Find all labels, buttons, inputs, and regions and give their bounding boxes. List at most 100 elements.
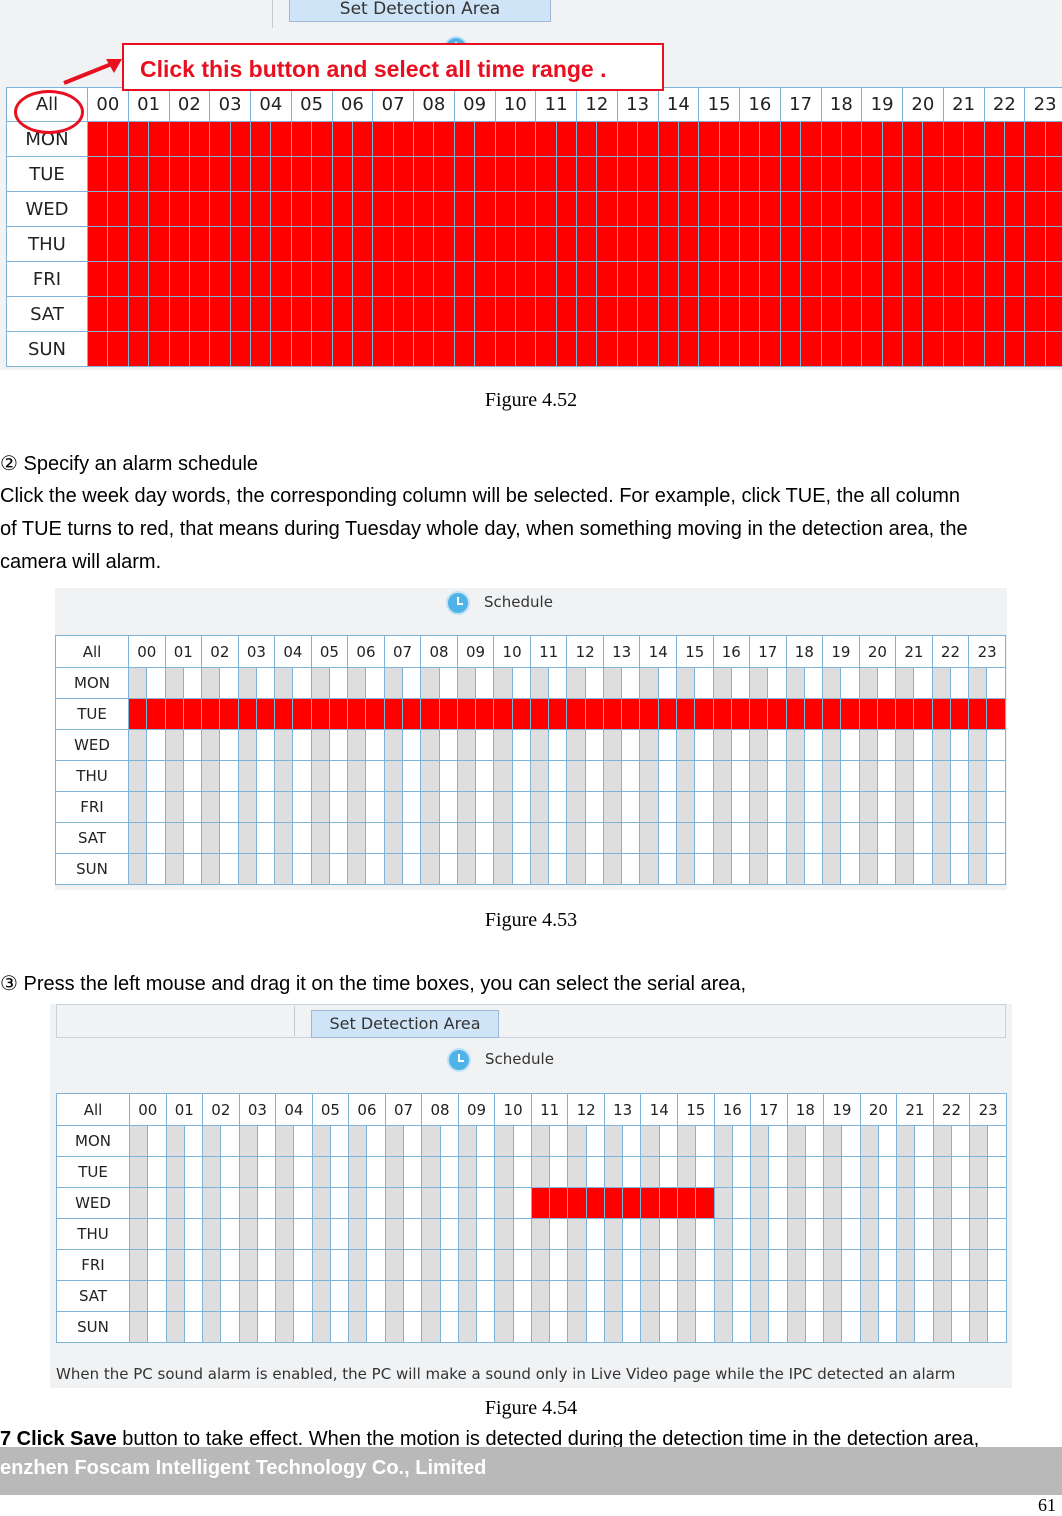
- time-slot[interactable]: [230, 227, 250, 262]
- time-slot[interactable]: [805, 1250, 823, 1281]
- time-slot[interactable]: [256, 699, 274, 730]
- time-slot[interactable]: [165, 761, 183, 792]
- time-slot[interactable]: [238, 823, 256, 854]
- time-slot[interactable]: [129, 792, 147, 823]
- time-slot[interactable]: [422, 1157, 440, 1188]
- hour-header-23[interactable]: 23: [1025, 88, 1062, 122]
- time-slot[interactable]: [88, 297, 108, 332]
- time-slot[interactable]: [568, 1281, 586, 1312]
- time-slot[interactable]: [251, 297, 271, 332]
- time-slot[interactable]: [862, 157, 882, 192]
- time-slot[interactable]: [189, 157, 209, 192]
- time-slot[interactable]: [536, 157, 556, 192]
- time-slot[interactable]: [768, 761, 786, 792]
- time-slot[interactable]: [402, 730, 420, 761]
- time-slot[interactable]: [897, 1157, 915, 1188]
- time-slot[interactable]: [760, 262, 780, 297]
- time-slot[interactable]: [477, 1312, 495, 1343]
- time-slot[interactable]: [210, 157, 230, 192]
- hour-header-20[interactable]: 20: [859, 636, 896, 668]
- time-slot[interactable]: [943, 332, 963, 367]
- time-slot[interactable]: [477, 1157, 495, 1188]
- day-label-thu[interactable]: THU: [7, 227, 88, 262]
- time-slot[interactable]: [677, 1281, 695, 1312]
- hour-header-16[interactable]: 16: [740, 88, 781, 122]
- time-slot[interactable]: [88, 122, 108, 157]
- time-slot[interactable]: [970, 1157, 988, 1188]
- time-slot[interactable]: [731, 730, 749, 761]
- time-slot[interactable]: [1004, 192, 1024, 227]
- time-slot[interactable]: [189, 297, 209, 332]
- hour-header-22[interactable]: 22: [932, 636, 969, 668]
- time-slot[interactable]: [969, 823, 987, 854]
- time-slot[interactable]: [732, 1312, 750, 1343]
- time-slot[interactable]: [494, 792, 512, 823]
- time-slot[interactable]: [859, 730, 877, 761]
- time-slot[interactable]: [512, 699, 530, 730]
- time-slot[interactable]: [129, 854, 147, 885]
- time-slot[interactable]: [385, 1281, 403, 1312]
- day-label-fri[interactable]: FRI: [56, 792, 129, 823]
- time-slot[interactable]: [367, 1126, 385, 1157]
- time-slot[interactable]: [169, 122, 189, 157]
- time-slot[interactable]: [604, 1312, 622, 1343]
- time-slot[interactable]: [1025, 262, 1045, 297]
- hour-header-03[interactable]: 03: [239, 1094, 276, 1126]
- time-slot[interactable]: [294, 1312, 312, 1343]
- time-slot[interactable]: [169, 262, 189, 297]
- time-slot[interactable]: [897, 1188, 915, 1219]
- time-slot[interactable]: [414, 262, 434, 297]
- time-slot[interactable]: [512, 730, 530, 761]
- time-slot[interactable]: [128, 122, 148, 157]
- time-slot[interactable]: [291, 157, 311, 192]
- time-slot[interactable]: [780, 122, 800, 157]
- time-slot[interactable]: [567, 792, 585, 823]
- time-slot[interactable]: [495, 262, 515, 297]
- time-slot[interactable]: [824, 1219, 842, 1250]
- time-slot[interactable]: [402, 699, 420, 730]
- time-slot[interactable]: [147, 823, 165, 854]
- time-slot[interactable]: [751, 1312, 769, 1343]
- time-slot[interactable]: [108, 227, 128, 262]
- time-slot[interactable]: [128, 262, 148, 297]
- time-slot[interactable]: [130, 1126, 148, 1157]
- time-slot[interactable]: [987, 668, 1006, 699]
- time-slot[interactable]: [494, 854, 512, 885]
- hour-header-13[interactable]: 13: [604, 1094, 641, 1126]
- time-slot[interactable]: [1004, 297, 1024, 332]
- time-slot[interactable]: [210, 332, 230, 367]
- day-label-thu[interactable]: THU: [56, 761, 129, 792]
- time-slot[interactable]: [622, 854, 640, 885]
- time-slot[interactable]: [638, 332, 658, 367]
- time-slot[interactable]: [623, 1188, 641, 1219]
- time-slot[interactable]: [760, 192, 780, 227]
- time-slot[interactable]: [515, 297, 535, 332]
- time-slot[interactable]: [257, 1188, 275, 1219]
- time-slot[interactable]: [276, 1126, 294, 1157]
- time-slot[interactable]: [862, 122, 882, 157]
- time-slot[interactable]: [291, 192, 311, 227]
- time-slot[interactable]: [165, 730, 183, 761]
- time-slot[interactable]: [202, 730, 220, 761]
- time-slot[interactable]: [148, 1126, 166, 1157]
- time-slot[interactable]: [513, 1312, 531, 1343]
- time-slot[interactable]: [495, 1157, 513, 1188]
- time-slot[interactable]: [860, 1188, 878, 1219]
- time-slot[interactable]: [638, 122, 658, 157]
- time-slot[interactable]: [951, 1157, 969, 1188]
- time-slot[interactable]: [659, 1188, 677, 1219]
- time-slot[interactable]: [862, 332, 882, 367]
- time-slot[interactable]: [641, 1250, 659, 1281]
- time-slot[interactable]: [183, 761, 201, 792]
- time-slot[interactable]: [440, 1157, 458, 1188]
- time-slot[interactable]: [421, 730, 439, 761]
- time-slot[interactable]: [896, 823, 914, 854]
- time-slot[interactable]: [291, 122, 311, 157]
- time-slot[interactable]: [203, 1312, 221, 1343]
- time-slot[interactable]: [740, 262, 760, 297]
- time-slot[interactable]: [393, 332, 413, 367]
- hour-header-20[interactable]: 20: [860, 1094, 897, 1126]
- time-slot[interactable]: [189, 332, 209, 367]
- time-slot[interactable]: [714, 1281, 732, 1312]
- time-slot[interactable]: [220, 823, 238, 854]
